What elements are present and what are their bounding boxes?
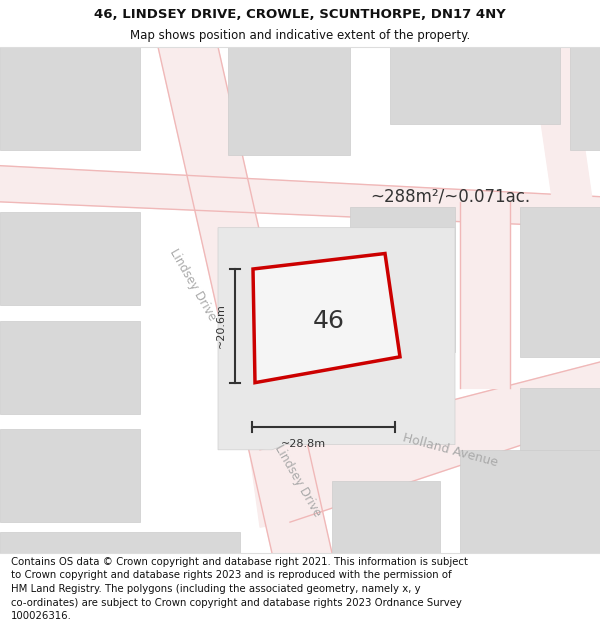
Polygon shape xyxy=(332,481,440,553)
Polygon shape xyxy=(0,212,140,305)
Polygon shape xyxy=(350,207,455,352)
Polygon shape xyxy=(0,47,140,150)
Text: ~288m²/~0.071ac.: ~288m²/~0.071ac. xyxy=(370,188,530,206)
Polygon shape xyxy=(390,47,560,124)
Polygon shape xyxy=(530,47,600,254)
Polygon shape xyxy=(218,228,455,450)
Polygon shape xyxy=(0,321,140,414)
Polygon shape xyxy=(520,207,600,357)
Text: Lindsey Drive: Lindsey Drive xyxy=(167,246,219,322)
Polygon shape xyxy=(570,47,600,150)
Polygon shape xyxy=(260,362,600,522)
Text: ~28.8m: ~28.8m xyxy=(281,439,326,449)
Polygon shape xyxy=(0,166,600,228)
Polygon shape xyxy=(253,254,400,382)
Text: ~20.6m: ~20.6m xyxy=(216,303,226,348)
Text: Contains OS data © Crown copyright and database right 2021. This information is : Contains OS data © Crown copyright and d… xyxy=(11,557,468,621)
Polygon shape xyxy=(460,202,510,388)
Polygon shape xyxy=(228,47,350,156)
Polygon shape xyxy=(520,388,600,481)
Polygon shape xyxy=(0,532,240,553)
Polygon shape xyxy=(158,47,332,553)
Text: Holland Avenue: Holland Avenue xyxy=(401,431,499,469)
Text: 46, LINDSEY DRIVE, CROWLE, SCUNTHORPE, DN17 4NY: 46, LINDSEY DRIVE, CROWLE, SCUNTHORPE, D… xyxy=(94,8,506,21)
Text: 46: 46 xyxy=(312,309,344,332)
Polygon shape xyxy=(0,429,140,522)
Polygon shape xyxy=(250,450,290,528)
Text: Map shows position and indicative extent of the property.: Map shows position and indicative extent… xyxy=(130,29,470,42)
Polygon shape xyxy=(460,450,600,553)
Text: Lindsey Drive: Lindsey Drive xyxy=(272,442,324,519)
